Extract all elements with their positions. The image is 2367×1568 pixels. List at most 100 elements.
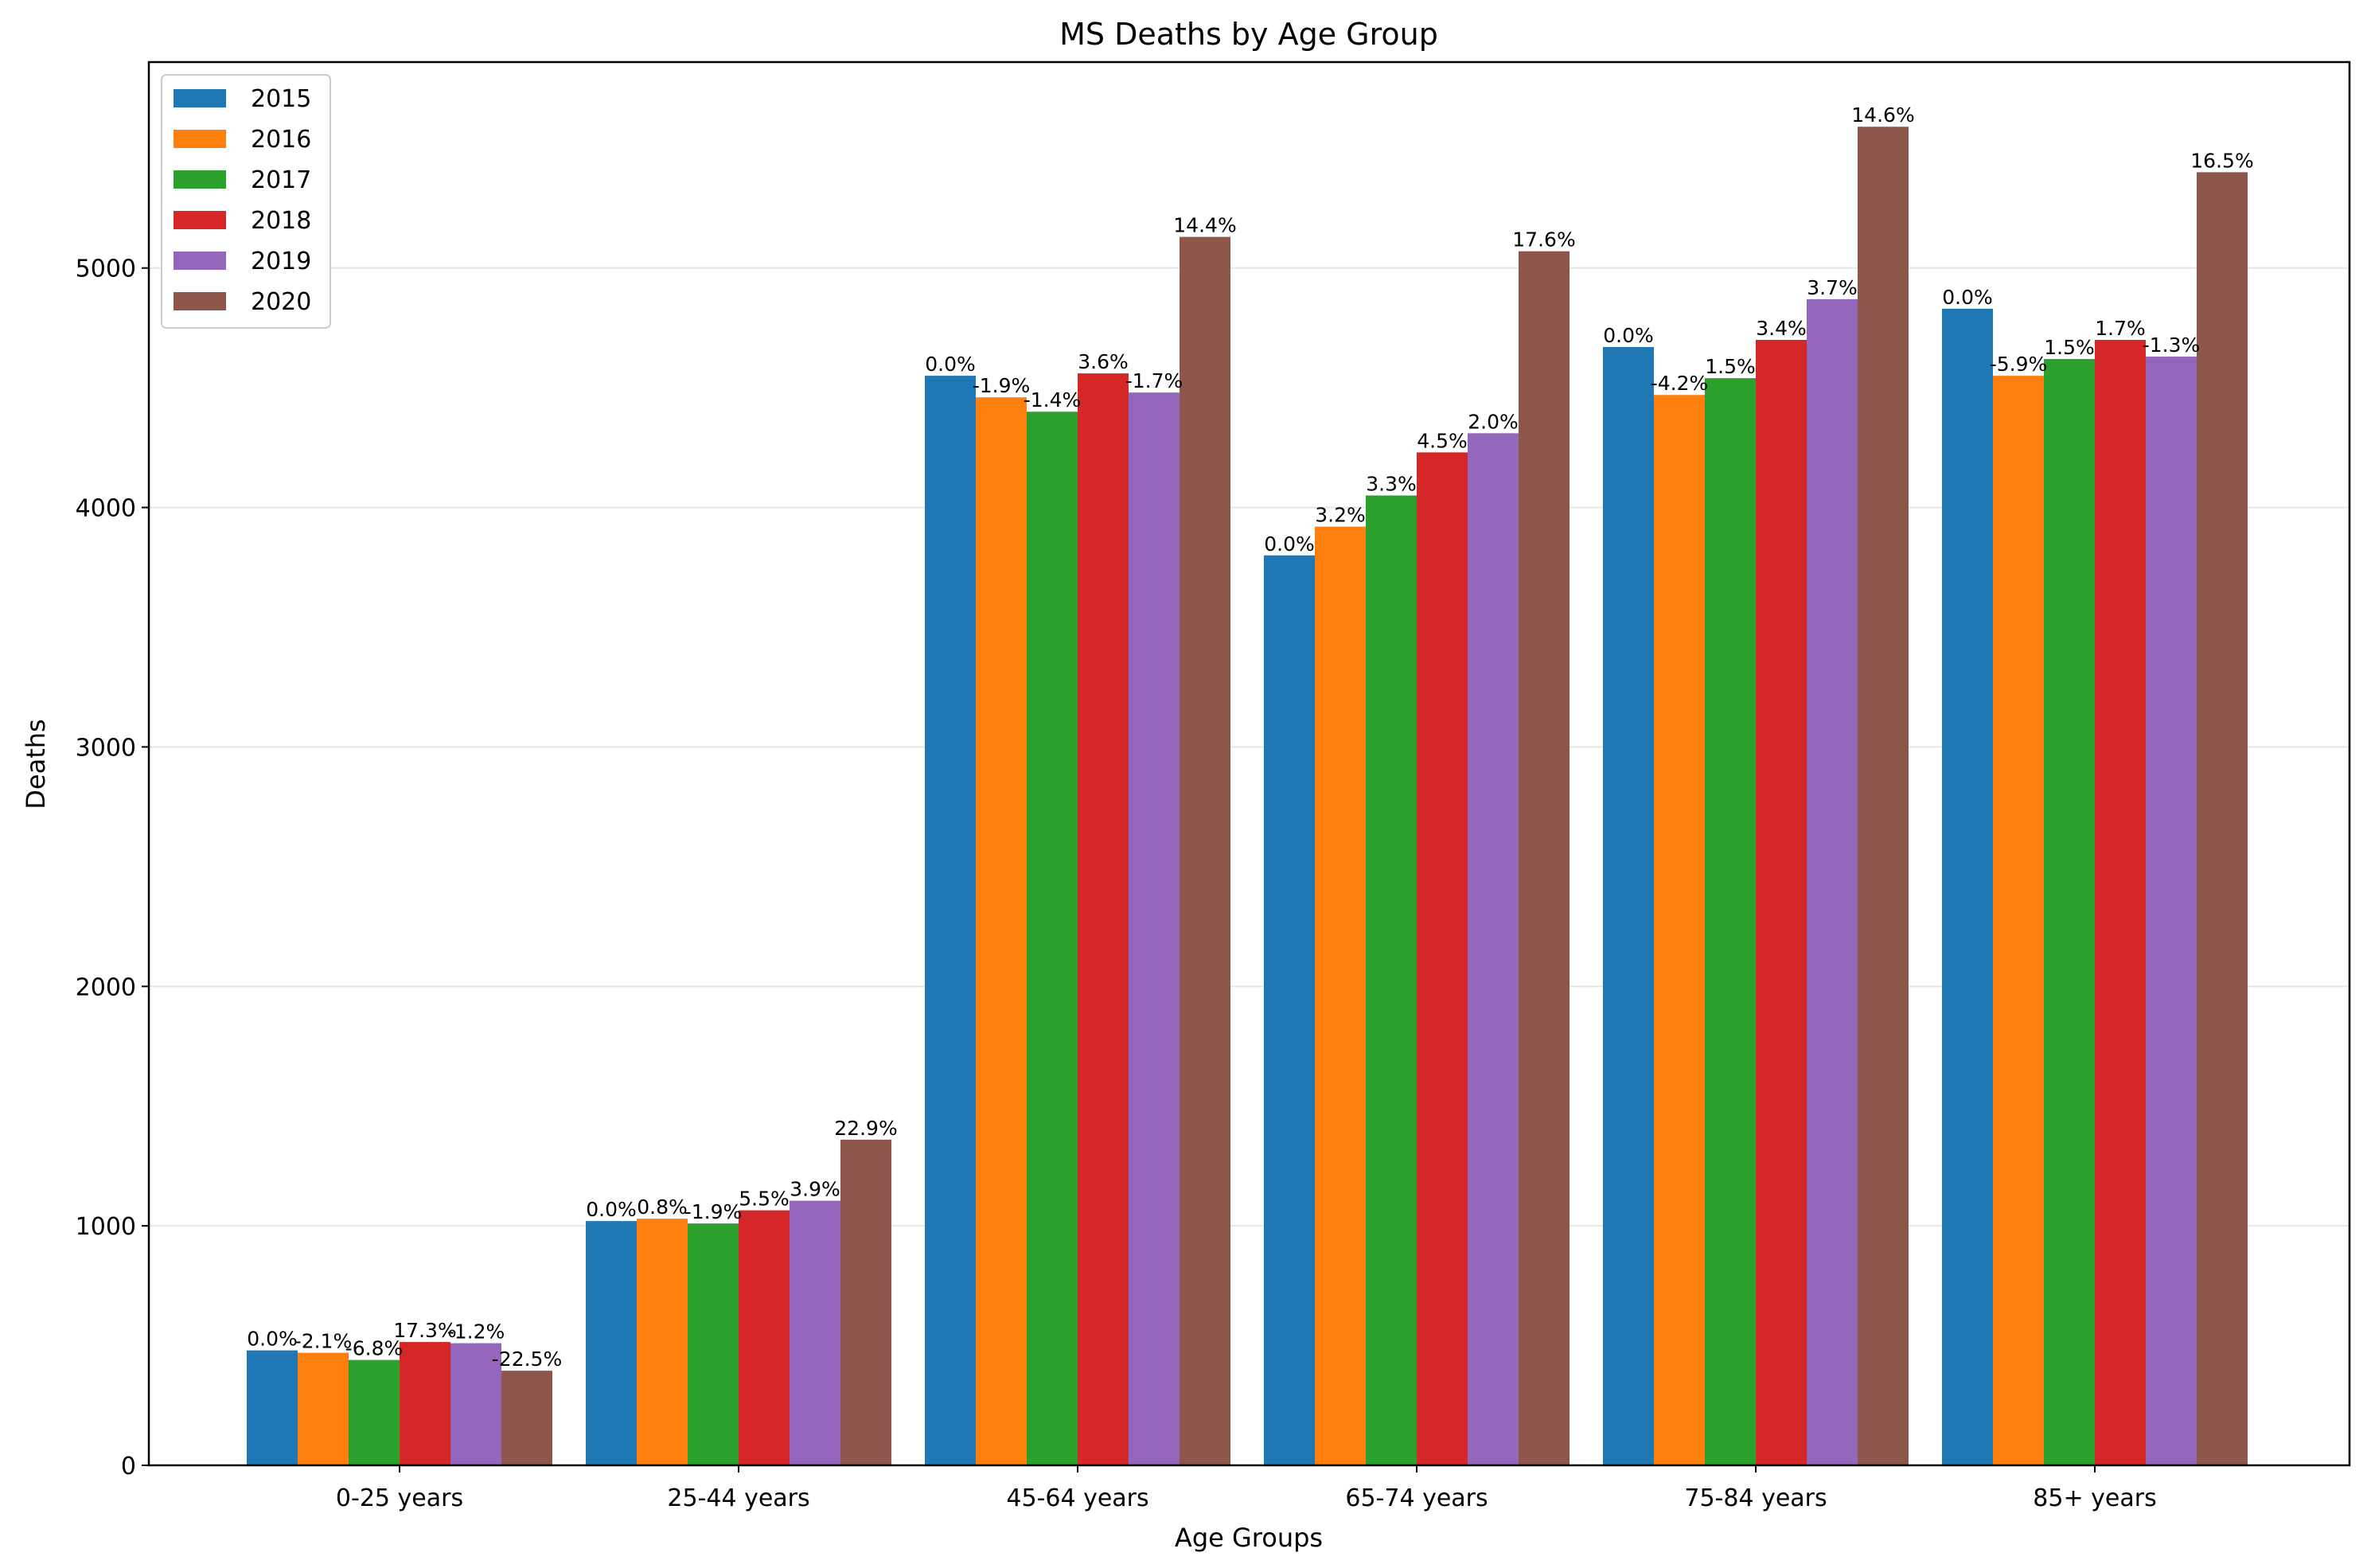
bar-value-label: -1.9%	[973, 374, 1031, 397]
y-axis-ticks: 0 1000 2000 3000 4000 5000	[76, 255, 149, 1480]
bar-value-label: 0.0%	[1942, 286, 1993, 309]
bar	[1315, 526, 1366, 1465]
y-tick-label: 1000	[76, 1213, 136, 1241]
bar-value-label: -2.1%	[294, 1330, 353, 1353]
bar-value-label: 3.6%	[1078, 350, 1129, 373]
legend-swatch	[174, 89, 226, 107]
legend-swatch	[174, 252, 226, 270]
legend-entry-label: 2019	[251, 248, 311, 275]
legend-entry-label: 2016	[251, 126, 311, 154]
bar-value-label: -1.9%	[684, 1200, 743, 1223]
bar-value-label: 0.0%	[1603, 324, 1654, 347]
bar	[2044, 359, 2095, 1466]
bar	[976, 397, 1027, 1465]
bar	[1078, 373, 1129, 1465]
bar	[1519, 251, 1570, 1465]
legend-swatch	[174, 211, 226, 229]
bar-value-label: 0.0%	[247, 1328, 298, 1351]
bar	[1756, 339, 1807, 1465]
bar-value-label: 5.5%	[739, 1188, 790, 1211]
bar-value-label: 3.2%	[1315, 504, 1366, 527]
bar	[1264, 555, 1315, 1465]
bar	[1129, 392, 1180, 1465]
bar-value-label: 4.5%	[1417, 429, 1468, 452]
y-tick-label: 2000	[76, 973, 136, 1001]
bar-value-label: -1.2%	[447, 1320, 505, 1344]
legend-swatch	[174, 170, 226, 189]
bar	[739, 1210, 790, 1465]
bar	[1027, 412, 1078, 1465]
bar-value-label: 1.7%	[2095, 317, 2146, 340]
bar-value-label: 1.5%	[2044, 336, 2095, 359]
x-tick-label: 65-74 years	[1345, 1484, 1488, 1512]
y-tick-label: 4000	[76, 495, 136, 523]
chart-title: MS Deaths by Age Group	[1059, 17, 1438, 52]
bar-value-label: 16.5%	[2190, 149, 2253, 172]
bar	[637, 1219, 688, 1465]
legend-swatch	[174, 130, 226, 148]
bar	[501, 1371, 552, 1465]
y-axis-label: Deaths	[21, 719, 51, 809]
bar-value-label: 0.0%	[586, 1198, 637, 1221]
bar-value-label: 1.5%	[1705, 355, 1756, 378]
bar-value-label: 3.3%	[1366, 473, 1417, 496]
bar	[1858, 127, 1909, 1466]
legend-entry-label: 2020	[251, 288, 311, 316]
bar	[688, 1223, 739, 1465]
bar-value-label: -1.3%	[2143, 333, 2201, 357]
bar-value-label: 22.9%	[834, 1117, 897, 1140]
bar-value-label: 14.6%	[1851, 103, 1914, 127]
bar	[1603, 347, 1654, 1465]
bar	[450, 1343, 501, 1465]
bar-value-label: 3.4%	[1756, 317, 1807, 340]
bar	[1180, 236, 1230, 1466]
bar	[247, 1350, 298, 1465]
legend: 2015 2016 2017 2018 2019 2020	[161, 74, 331, 329]
bar	[400, 1342, 450, 1465]
bar	[2146, 357, 2197, 1465]
legend-entry-label: 2017	[251, 166, 311, 194]
bar	[925, 376, 976, 1466]
bar-value-label: 14.4%	[1173, 214, 1236, 237]
plot-frame	[147, 60, 2351, 1467]
bars	[247, 127, 2248, 1466]
bar	[1417, 452, 1468, 1465]
bar-value-label: -1.7%	[1125, 369, 1184, 392]
bar-value-label: 17.3%	[393, 1319, 456, 1342]
bar-value-label: 3.7%	[1807, 276, 1858, 299]
y-tick-label: 3000	[76, 734, 136, 762]
y-tick-label: 0	[121, 1453, 136, 1480]
bar	[840, 1139, 891, 1465]
bar-value-label: 0.0%	[925, 353, 976, 376]
bar-value-label: 3.9%	[790, 1178, 840, 1201]
bar-value-label: 0.8%	[637, 1196, 688, 1219]
bar	[1705, 378, 1756, 1466]
bar	[1366, 495, 1417, 1465]
bar-value-label: -22.5%	[492, 1348, 562, 1371]
bar	[1654, 395, 1705, 1465]
x-tick-label: 0-25 years	[336, 1484, 463, 1512]
bar-value-label: -4.2%	[1651, 372, 1709, 395]
legend-swatch	[174, 292, 226, 310]
data-labels: 0.0%-2.1%-6.8%17.3%-1.2%-22.5%0.0% 0.8%-1…	[247, 103, 2253, 1371]
bar-value-label: 2.0%	[1468, 410, 1519, 433]
x-axis-ticks: 0-25 years 25-44 years 45-64 years 65-74 ye…	[336, 1465, 2157, 1512]
bar	[790, 1200, 840, 1465]
bar-value-label: 17.6%	[1512, 228, 1575, 252]
bar	[349, 1359, 400, 1465]
x-tick-label: 85+ years	[2033, 1484, 2156, 1512]
legend-entry-label: 2015	[251, 85, 311, 113]
bar	[1993, 376, 2044, 1466]
bar-value-label: 0.0%	[1264, 532, 1315, 556]
legend-entry-label: 2018	[251, 207, 311, 235]
x-tick-label: 45-64 years	[1006, 1484, 1148, 1512]
bar	[298, 1352, 349, 1465]
bar	[1468, 433, 1519, 1465]
bar-value-label: -6.8%	[345, 1337, 404, 1360]
bar	[2197, 172, 2248, 1466]
bar-value-label: -1.4%	[1024, 388, 1082, 412]
x-axis-label: Age Groups	[1175, 1523, 1323, 1553]
x-tick-label: 75-84 years	[1684, 1484, 1827, 1512]
x-tick-label: 25-44 years	[667, 1484, 809, 1512]
